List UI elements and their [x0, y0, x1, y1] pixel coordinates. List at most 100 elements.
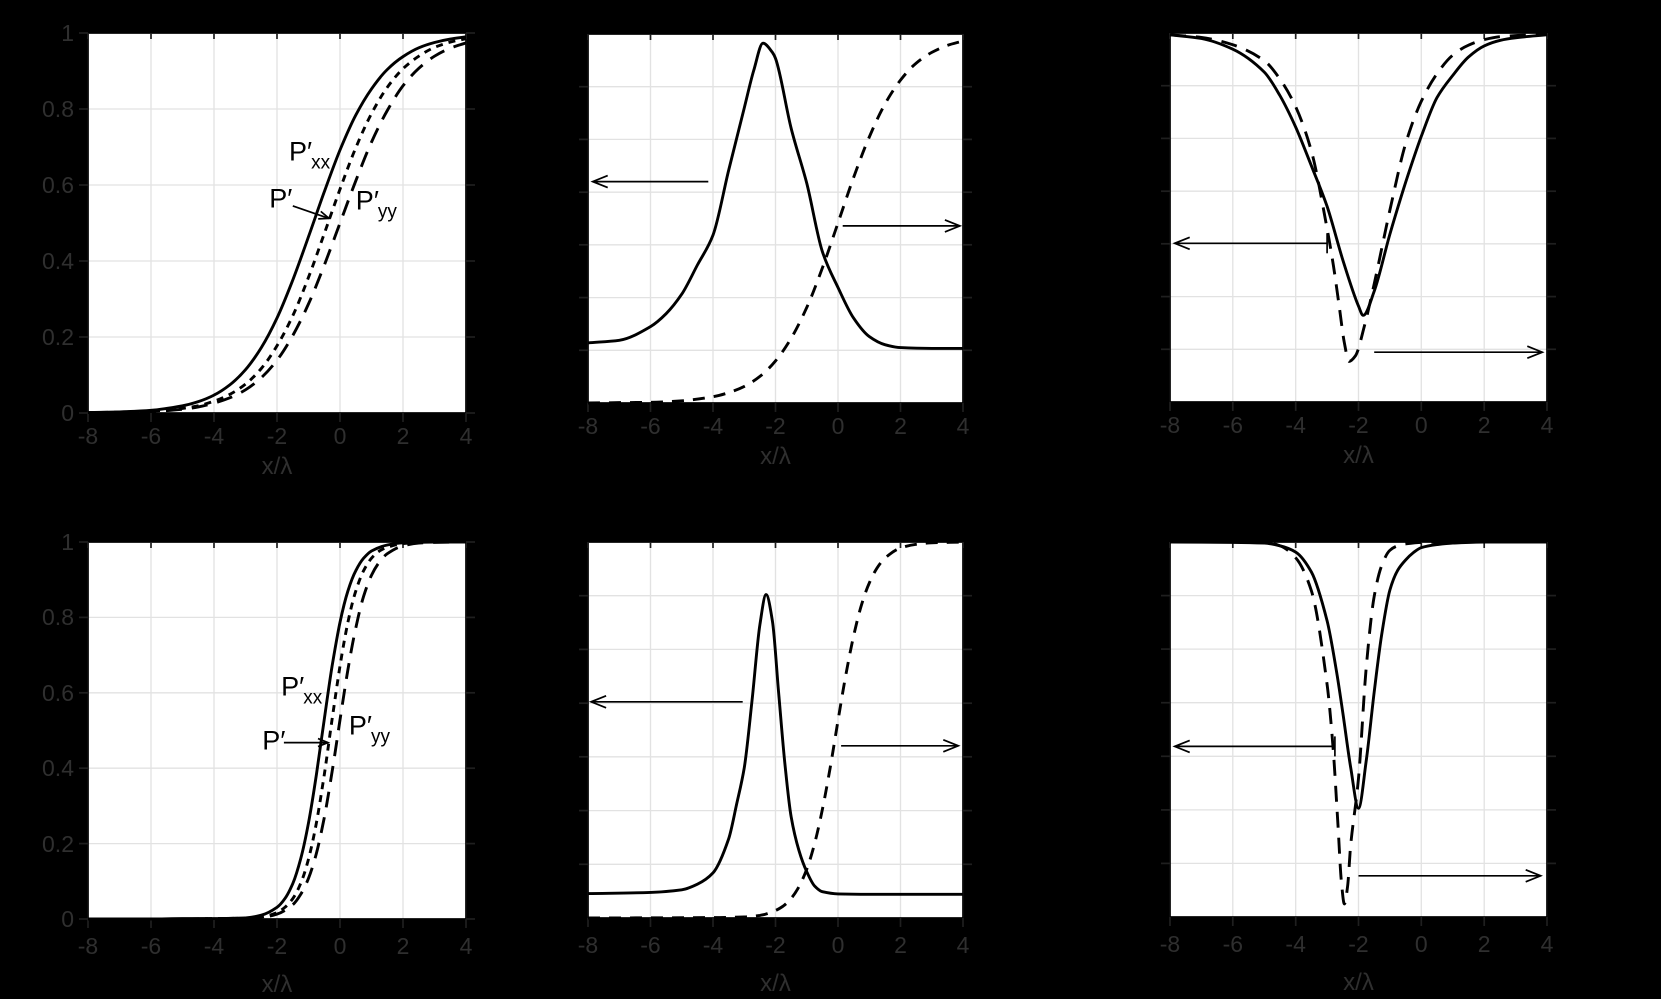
- plot-svg: [1161, 540, 1556, 926]
- y-tick-label: 0.6: [42, 172, 74, 198]
- x-tick-label: 0: [333, 933, 347, 959]
- annotation-arrow: [1172, 736, 1336, 757]
- x-tick-label: -2: [1348, 412, 1369, 438]
- y-tick-label: 0.4: [42, 248, 74, 274]
- x-tick-label: -4: [203, 423, 225, 449]
- y-tick-label: 1: [61, 20, 74, 46]
- plot-svg: [79, 540, 475, 928]
- arrow-head-icon: [1172, 236, 1191, 251]
- x-tick-label: -4: [702, 932, 724, 958]
- x-tick-label: -8: [77, 933, 99, 959]
- annotation-arrow: [842, 219, 963, 233]
- plot-top-right: -8 -6 -4 -2 0 2 4 x/λ: [1160, 32, 1556, 469]
- x-tick-label: 2: [1477, 412, 1491, 438]
- annotation-arrow: [292, 205, 332, 220]
- curve-label: P′: [269, 184, 292, 215]
- curve-label-main: P′: [262, 725, 286, 756]
- x-tick-label: -4: [1285, 412, 1306, 438]
- x-tick-label: -6: [1222, 412, 1244, 438]
- x-axis-label: x/λ: [261, 453, 293, 480]
- arrow-head-icon: [588, 695, 607, 709]
- x-tick-label: -6: [140, 933, 162, 959]
- curve-label: P′xx: [281, 671, 323, 709]
- curve-label: P′yy: [348, 710, 391, 747]
- x-axis-label: x/λ: [1343, 969, 1374, 996]
- x-tick-label: -8: [77, 423, 99, 449]
- x-tick-label: -8: [1159, 931, 1181, 957]
- x-tick-label: 0: [1414, 931, 1428, 957]
- x-tick-label: 0: [333, 423, 347, 449]
- y-tick-label: 0.6: [42, 679, 74, 706]
- x-tick-label: 2: [396, 423, 410, 449]
- curve-label: P′: [262, 726, 285, 757]
- plot-bottom-right: -8 -6 -4 -2 0 2 4 x/λ: [1160, 540, 1556, 996]
- x-tick-label: 2: [396, 933, 410, 959]
- curve-label-subscript: xx: [303, 687, 323, 709]
- curve-dash-long: [88, 540, 467, 921]
- y-tick-label: 0.2: [42, 830, 74, 857]
- curve-dash-short: [87, 37, 467, 415]
- arrow-head-icon: [1526, 345, 1545, 359]
- curve-dash-long: [1170, 540, 1547, 906]
- y-tick-label: 0: [61, 400, 74, 426]
- x-tick-label: 2: [894, 413, 907, 439]
- x-tick-label: -4: [203, 933, 225, 959]
- curve-label-main: P′: [348, 710, 372, 741]
- curve-label: P′xx: [289, 136, 331, 173]
- x-tick-label: -8: [1159, 412, 1181, 438]
- x-axis-label: x/λ: [760, 443, 791, 470]
- x-tick-label: 0: [1414, 412, 1428, 438]
- arrow-head-icon: [942, 739, 961, 753]
- x-tick-label: 0: [831, 413, 845, 439]
- annotation-arrow: [1172, 233, 1328, 254]
- x-tick-label: -2: [266, 933, 288, 959]
- curve-dash-med: [587, 540, 964, 920]
- curve-solid: [87, 35, 467, 415]
- plot-bottom-left: -8 -6 -4 -2 0 2 4 0 0.2 0.4 0.6 0.8 1 x/λ P′xx P′ P′yy: [42, 529, 475, 998]
- x-tick-label: -4: [1285, 931, 1306, 957]
- y-tick-label: 0.8: [42, 604, 74, 631]
- x-tick-label: 2: [1477, 931, 1491, 957]
- curve-solid: [587, 593, 963, 896]
- curve-label: P′yy: [355, 185, 398, 222]
- x-tick-label: -6: [1222, 931, 1244, 957]
- arrow-head-icon: [1172, 739, 1191, 754]
- arrow-head-icon: [318, 210, 332, 220]
- curve-dash-short: [88, 540, 466, 921]
- arrow-head-icon: [590, 174, 609, 189]
- y-tick-label: 1: [61, 529, 74, 555]
- x-tick-label: -6: [640, 932, 661, 958]
- annotation-arrow: [590, 174, 709, 189]
- x-axis-label: x/λ: [1343, 442, 1374, 469]
- curve-label-main: P′: [269, 183, 293, 214]
- plot-svg: [579, 540, 972, 927]
- curve-label-main: P′: [289, 136, 313, 167]
- curve-label-subscript: yy: [370, 726, 390, 748]
- y-tick-label: 0.4: [42, 755, 74, 782]
- x-tick-label: -2: [765, 932, 786, 958]
- curve-label-subscript: yy: [377, 201, 397, 223]
- x-tick-label: 4: [956, 413, 970, 439]
- arrow-head-icon: [317, 737, 331, 748]
- x-tick-label: 4: [459, 933, 473, 959]
- curve-label-main: P′: [355, 185, 379, 216]
- plot-svg: [79, 32, 475, 422]
- curve-dash-med: [587, 39, 964, 405]
- annotation-arrow: [841, 739, 961, 753]
- x-tick-label: -2: [266, 423, 288, 449]
- plot-top-left: -8 -6 -4 -2 0 2 4 0 0.2 0.4 0.6 0.8 1 x/λ P′xx P′ P′yy: [42, 20, 475, 480]
- arrow-head-icon: [1525, 869, 1543, 883]
- x-tick-label: 4: [459, 423, 473, 449]
- x-tick-label: -6: [640, 413, 661, 439]
- curve-label-main: P′: [281, 671, 305, 702]
- x-tick-label: 4: [1540, 412, 1554, 438]
- y-tick-label: 0.8: [42, 96, 74, 122]
- plot-bottom-middle: -8 -6 -4 -2 0 2 4 x/λ: [578, 540, 972, 997]
- x-tick-label: 4: [1540, 931, 1554, 957]
- x-tick-label: 2: [894, 932, 907, 958]
- x-tick-label: -4: [702, 413, 724, 439]
- x-tick-label: 0: [831, 932, 845, 958]
- arrow-shaft: [292, 205, 330, 220]
- curve-solid: [1169, 540, 1547, 810]
